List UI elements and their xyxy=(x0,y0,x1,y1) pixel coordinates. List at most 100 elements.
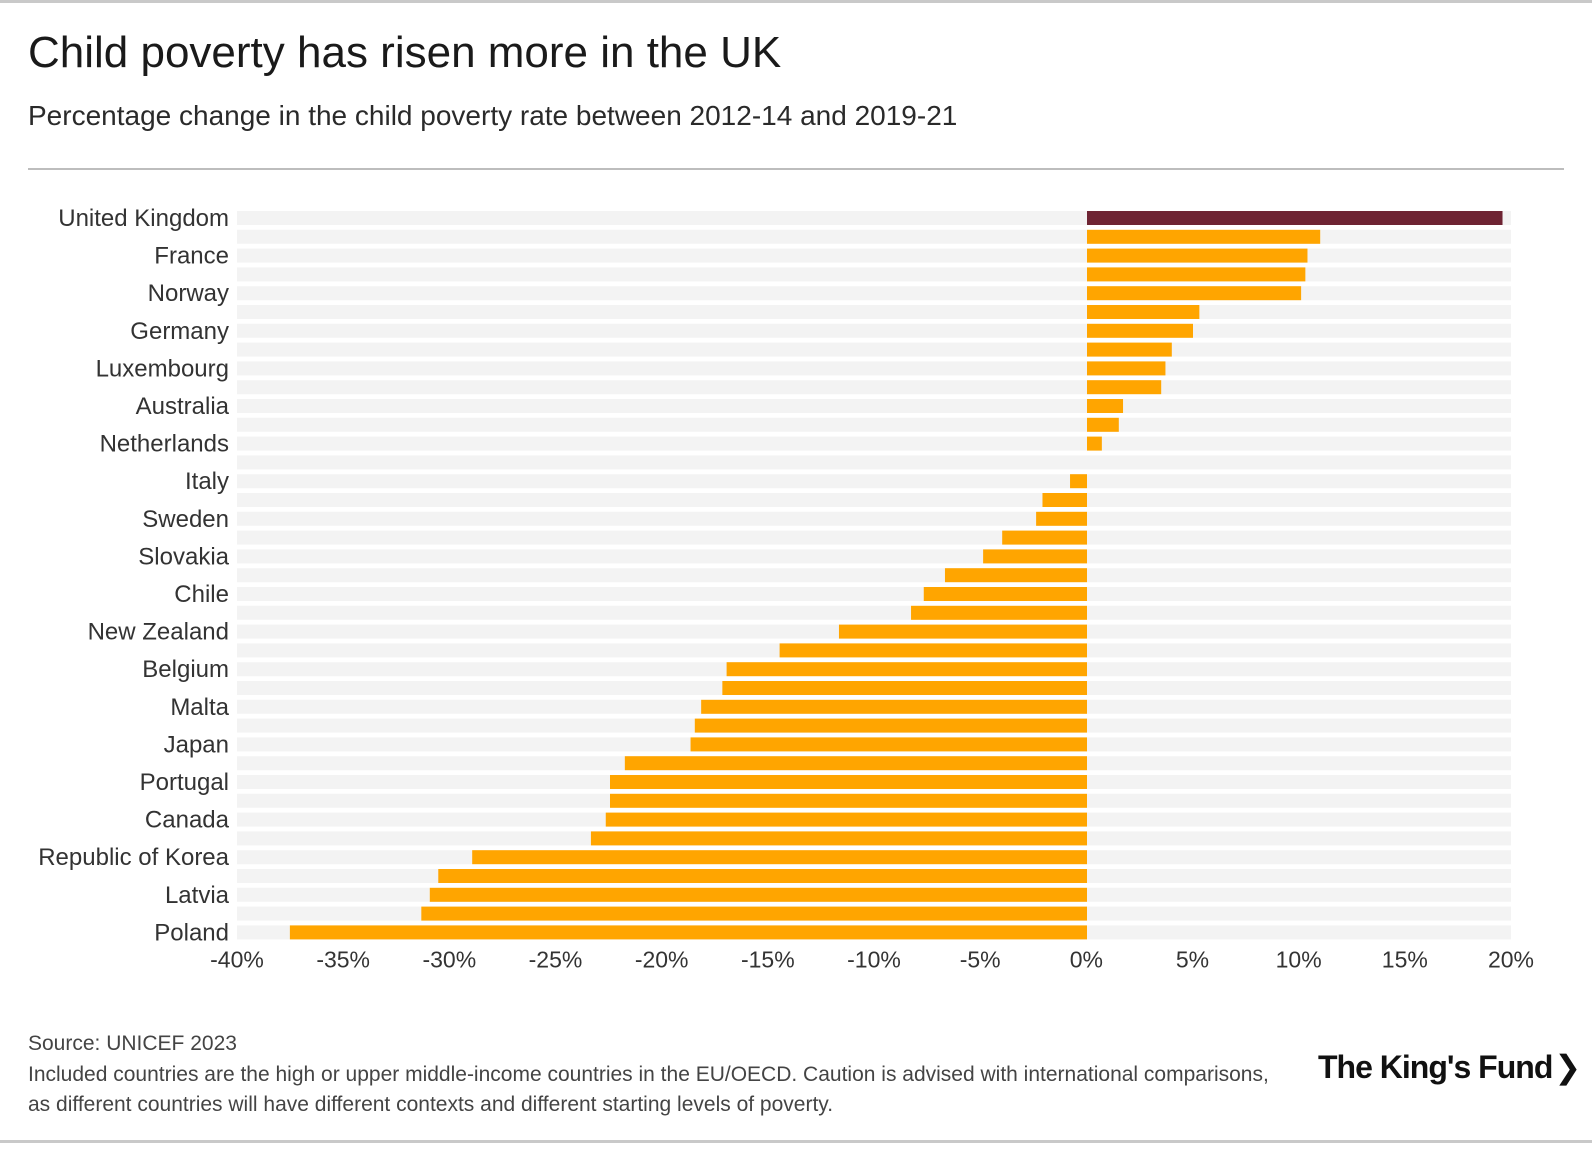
x-tick-label: 15% xyxy=(1382,946,1428,972)
row-band xyxy=(237,549,1511,564)
row-band xyxy=(237,605,1511,620)
bar-19 xyxy=(944,568,1087,583)
country-label: Australia xyxy=(136,393,230,420)
country-label: United Kingdom xyxy=(58,205,229,232)
bar-21 xyxy=(911,605,1087,620)
bar-26 xyxy=(701,699,1087,714)
bar-36 xyxy=(429,887,1087,902)
x-tick-label: -30% xyxy=(422,946,476,972)
x-tick-label: -25% xyxy=(529,946,583,972)
row-band xyxy=(237,342,1511,357)
bar-32 xyxy=(605,812,1087,827)
bar-0 xyxy=(1087,211,1503,225)
bar-30 xyxy=(610,775,1087,789)
x-tick-label: -10% xyxy=(847,946,901,972)
row-band xyxy=(237,380,1511,395)
bar-8 xyxy=(1087,361,1166,376)
footnote: Included countries are the high or upper… xyxy=(28,1063,1269,1116)
bar-2 xyxy=(1087,248,1308,263)
bar-12 xyxy=(1087,436,1102,451)
bar-4 xyxy=(1087,286,1302,301)
x-tick-label: 0% xyxy=(1070,946,1103,972)
bar-18 xyxy=(983,549,1087,564)
x-tick-label: 20% xyxy=(1488,946,1534,972)
bar-16 xyxy=(1036,511,1087,526)
bar-34 xyxy=(472,850,1087,865)
bar-23 xyxy=(779,643,1087,658)
top-rule xyxy=(0,0,1592,3)
row-band xyxy=(237,248,1511,263)
bar-25 xyxy=(722,681,1087,695)
row-band xyxy=(237,267,1511,282)
row-band xyxy=(237,361,1511,376)
x-tick-label: -35% xyxy=(316,946,370,972)
country-label: Netherlands xyxy=(100,431,229,458)
row-band xyxy=(237,530,1511,545)
x-tick-label: 5% xyxy=(1176,946,1209,972)
x-tick-label: -20% xyxy=(635,946,689,972)
bar-38 xyxy=(289,925,1087,940)
country-label: Germany xyxy=(130,318,229,345)
country-label: Malta xyxy=(170,694,229,721)
row-band xyxy=(237,286,1511,301)
row-band xyxy=(237,455,1511,470)
row-band xyxy=(237,399,1511,413)
bar-chart: United Kingdom France Norway Germany Luxembo… xyxy=(38,205,1534,972)
country-label: Portugal xyxy=(140,769,229,796)
row-band xyxy=(237,436,1511,451)
country-label: Canada xyxy=(145,807,230,834)
bar-28 xyxy=(690,737,1087,752)
bar-9 xyxy=(1087,380,1162,395)
kings-fund-logo: The King's Fund❯ xyxy=(1318,1048,1581,1086)
bar-24 xyxy=(726,662,1087,677)
country-label: Slovakia xyxy=(138,543,229,570)
country-label: France xyxy=(154,243,229,270)
bar-11 xyxy=(1087,417,1119,432)
row-band xyxy=(237,474,1511,489)
bar-7 xyxy=(1087,342,1172,357)
x-tick-label: -5% xyxy=(960,946,1001,972)
country-label: New Zealand xyxy=(88,619,229,646)
source-note: Source: UNICEF 2023 xyxy=(28,1032,237,1055)
bar-15 xyxy=(1042,493,1087,507)
chart-title: Child poverty has risen more in the UK xyxy=(28,28,782,77)
row-band xyxy=(237,511,1511,526)
country-label: Italy xyxy=(185,468,229,495)
bar-14 xyxy=(1070,474,1087,489)
bar-1 xyxy=(1087,229,1321,244)
bar-29 xyxy=(624,756,1087,771)
bar-3 xyxy=(1087,267,1306,282)
country-label: Sweden xyxy=(142,506,229,533)
bar-33 xyxy=(590,831,1087,846)
country-label: Latvia xyxy=(165,882,230,909)
row-band xyxy=(237,305,1511,319)
bar-5 xyxy=(1087,305,1200,319)
row-band xyxy=(237,323,1511,338)
bar-20 xyxy=(923,587,1087,601)
bar-17 xyxy=(1002,530,1087,545)
bar-27 xyxy=(694,718,1087,733)
row-band xyxy=(237,417,1511,432)
country-label: Belgium xyxy=(142,656,229,683)
country-label: Republic of Korea xyxy=(38,844,229,871)
bar-22 xyxy=(838,624,1087,639)
x-tick-label: -40% xyxy=(210,946,264,972)
country-label: Japan xyxy=(164,731,229,758)
bar-10 xyxy=(1087,399,1124,413)
bottom-rule xyxy=(0,1140,1592,1143)
bar-37 xyxy=(421,906,1087,921)
bar-35 xyxy=(438,869,1087,883)
chart-subtitle: Percentage change in the child poverty r… xyxy=(28,100,958,131)
country-label: Chile xyxy=(174,581,229,608)
row-band xyxy=(237,587,1511,601)
country-label: Norway xyxy=(148,280,229,307)
header-divider xyxy=(28,168,1564,170)
x-tick-label: -15% xyxy=(741,946,795,972)
row-band xyxy=(237,568,1511,583)
x-tick-label: 10% xyxy=(1276,946,1322,972)
logo-text: The King's Fund xyxy=(1318,1049,1553,1085)
bar-6 xyxy=(1087,323,1193,338)
country-label: Poland xyxy=(154,919,229,946)
chevron-right-icon: ❯ xyxy=(1554,1049,1581,1085)
bar-31 xyxy=(610,793,1087,808)
